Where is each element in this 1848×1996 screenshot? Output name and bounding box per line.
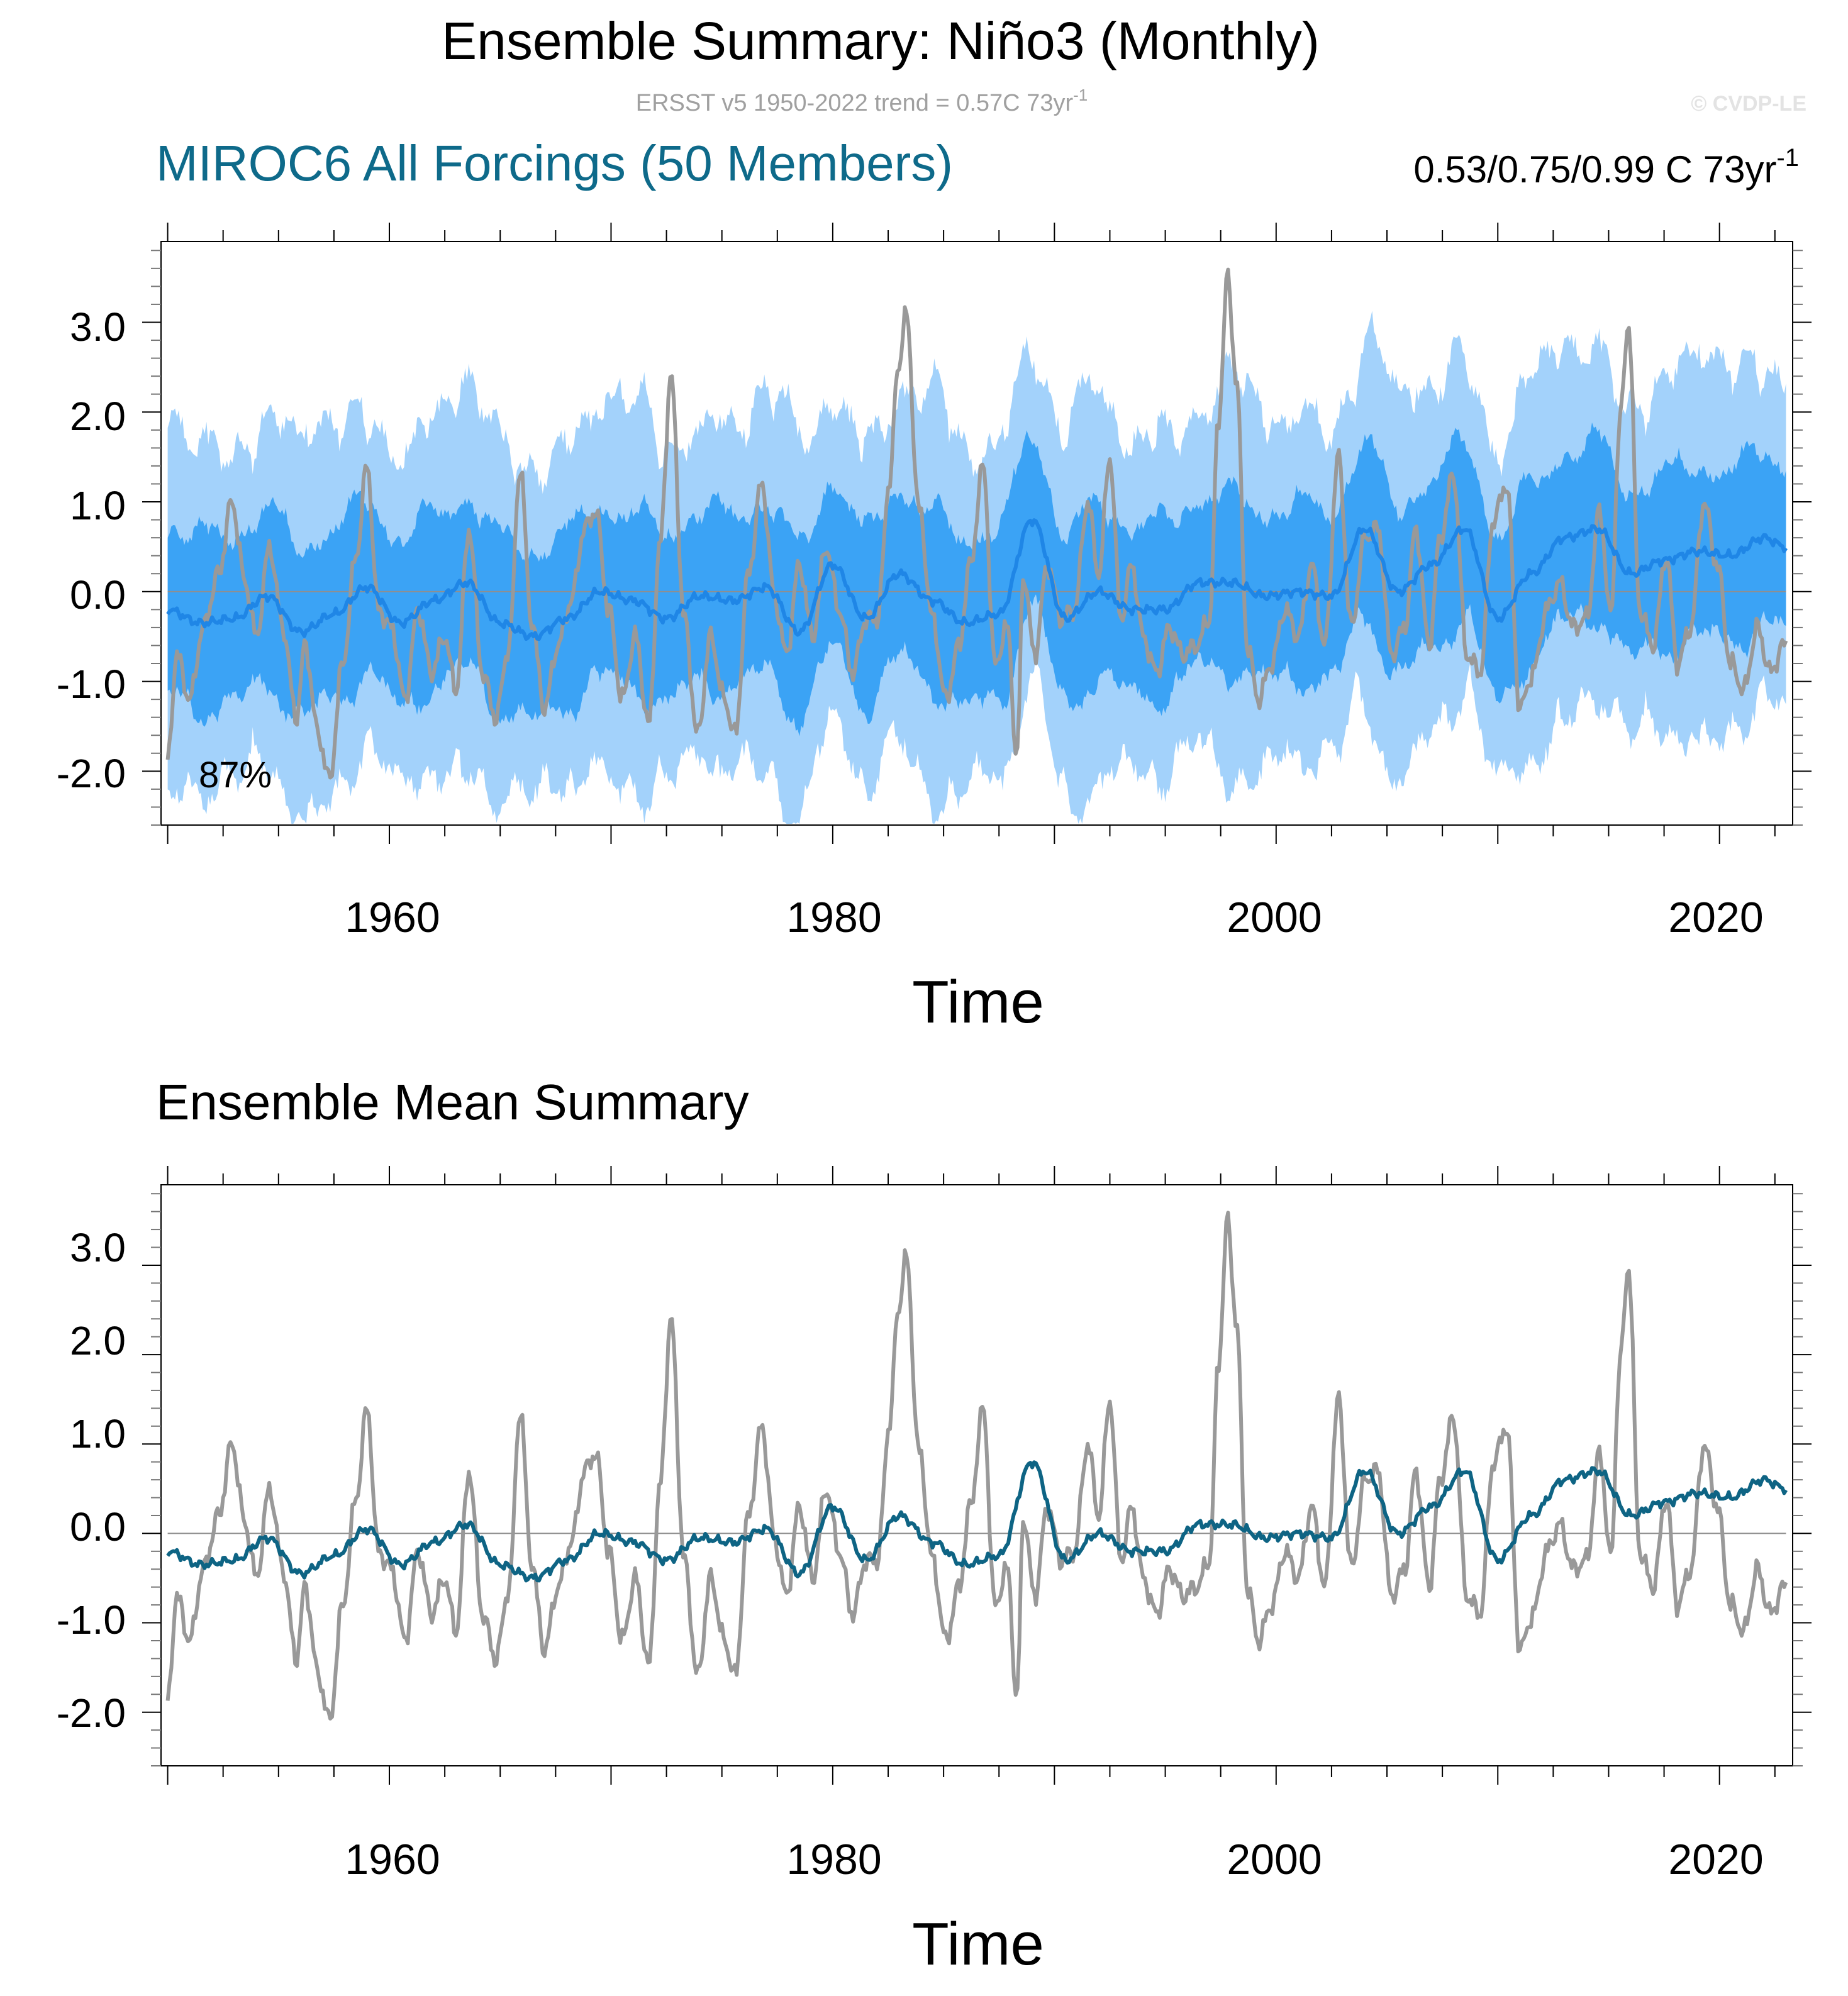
- top-trend-label-main: 0.53/0.75/0.99 C 73yr: [1413, 148, 1776, 191]
- bottom-ytick-label-m2: -2.0: [57, 1690, 126, 1736]
- top-plot-area: [142, 223, 1812, 844]
- top-observed-line: [165, 267, 1788, 780]
- top-panel-model-title: MIROC6 All Forcings (50 Members): [156, 135, 953, 191]
- bottom-panel-title: Ensemble Mean Summary: [156, 1074, 749, 1130]
- bottom-axes: [142, 1166, 1812, 1785]
- cvdp-watermark: © CVDP-LE: [1691, 92, 1806, 116]
- top-ytick-label-m2: -2.0: [57, 751, 126, 796]
- bottom-ensemble-mean-line: [166, 1460, 1788, 1583]
- bottom-ytick-label-m1: -1.0: [57, 1597, 126, 1643]
- bot-plot-frame: [160, 1184, 1793, 1766]
- bottom-x-axis-label: Time: [912, 1910, 1044, 1978]
- bottom-observed-line: [165, 1211, 1788, 1721]
- top-panel-trend-label: 0.53/0.75/0.99 C 73yr-1: [1413, 144, 1799, 191]
- top-ytick-label-1: 1.0: [70, 483, 126, 528]
- top-ytick-label-2: 2.0: [70, 394, 126, 439]
- bottom-panel: Ensemble Mean Summary 1960 1980 2000 202…: [57, 1074, 1812, 1978]
- top-ytick-label-3: 3.0: [70, 304, 126, 350]
- top-x-axis-label: Time: [912, 968, 1044, 1036]
- obs-trend-subtitle: ERSST v5 1950-2022 trend = 0.57C 73yr-1: [636, 86, 1088, 116]
- obs-trend-subtitle-sup: -1: [1073, 86, 1088, 104]
- top-plot-frame: [160, 241, 1793, 826]
- ensemble-inner-range-band: [167, 422, 1786, 736]
- bottom-ytick-label-1: 1.0: [70, 1411, 126, 1456]
- top-trend-label-sup: -1: [1776, 144, 1799, 172]
- bottom-xtick-label-2020: 2020: [1668, 1836, 1763, 1883]
- top-ytick-label-m1: -1.0: [57, 662, 126, 707]
- top-ytick-label-0: 0.0: [70, 572, 126, 618]
- bottom-xtick-label-1980: 1980: [786, 1836, 881, 1883]
- top-xtick-label-2000: 2000: [1227, 894, 1322, 941]
- top-xtick-label-1960: 1960: [345, 894, 440, 941]
- bottom-ytick-label-3: 3.0: [70, 1225, 126, 1270]
- bottom-ytick-label-2: 2.0: [70, 1318, 126, 1363]
- top-annotation-percent: 87%: [199, 755, 272, 796]
- obs-trend-subtitle-main: ERSST v5 1950-2022 trend = 0.57C 73yr: [636, 90, 1074, 116]
- top-xtick-label-1980: 1980: [786, 894, 881, 941]
- top-axes: [142, 223, 1812, 844]
- figure-title: Ensemble Summary: Niño3 (Monthly): [442, 11, 1320, 70]
- bottom-xtick-label-1960: 1960: [345, 1836, 440, 1883]
- top-ensemble-mean-line: [166, 518, 1788, 641]
- bottom-plot-area: [142, 1166, 1812, 1785]
- top-xtick-label-2020: 2020: [1668, 894, 1763, 941]
- bottom-ytick-label-0: 0.0: [70, 1504, 126, 1550]
- top-panel: MIROC6 All Forcings (50 Members) 0.53/0.…: [57, 135, 1812, 1036]
- bottom-xtick-label-2000: 2000: [1227, 1836, 1322, 1883]
